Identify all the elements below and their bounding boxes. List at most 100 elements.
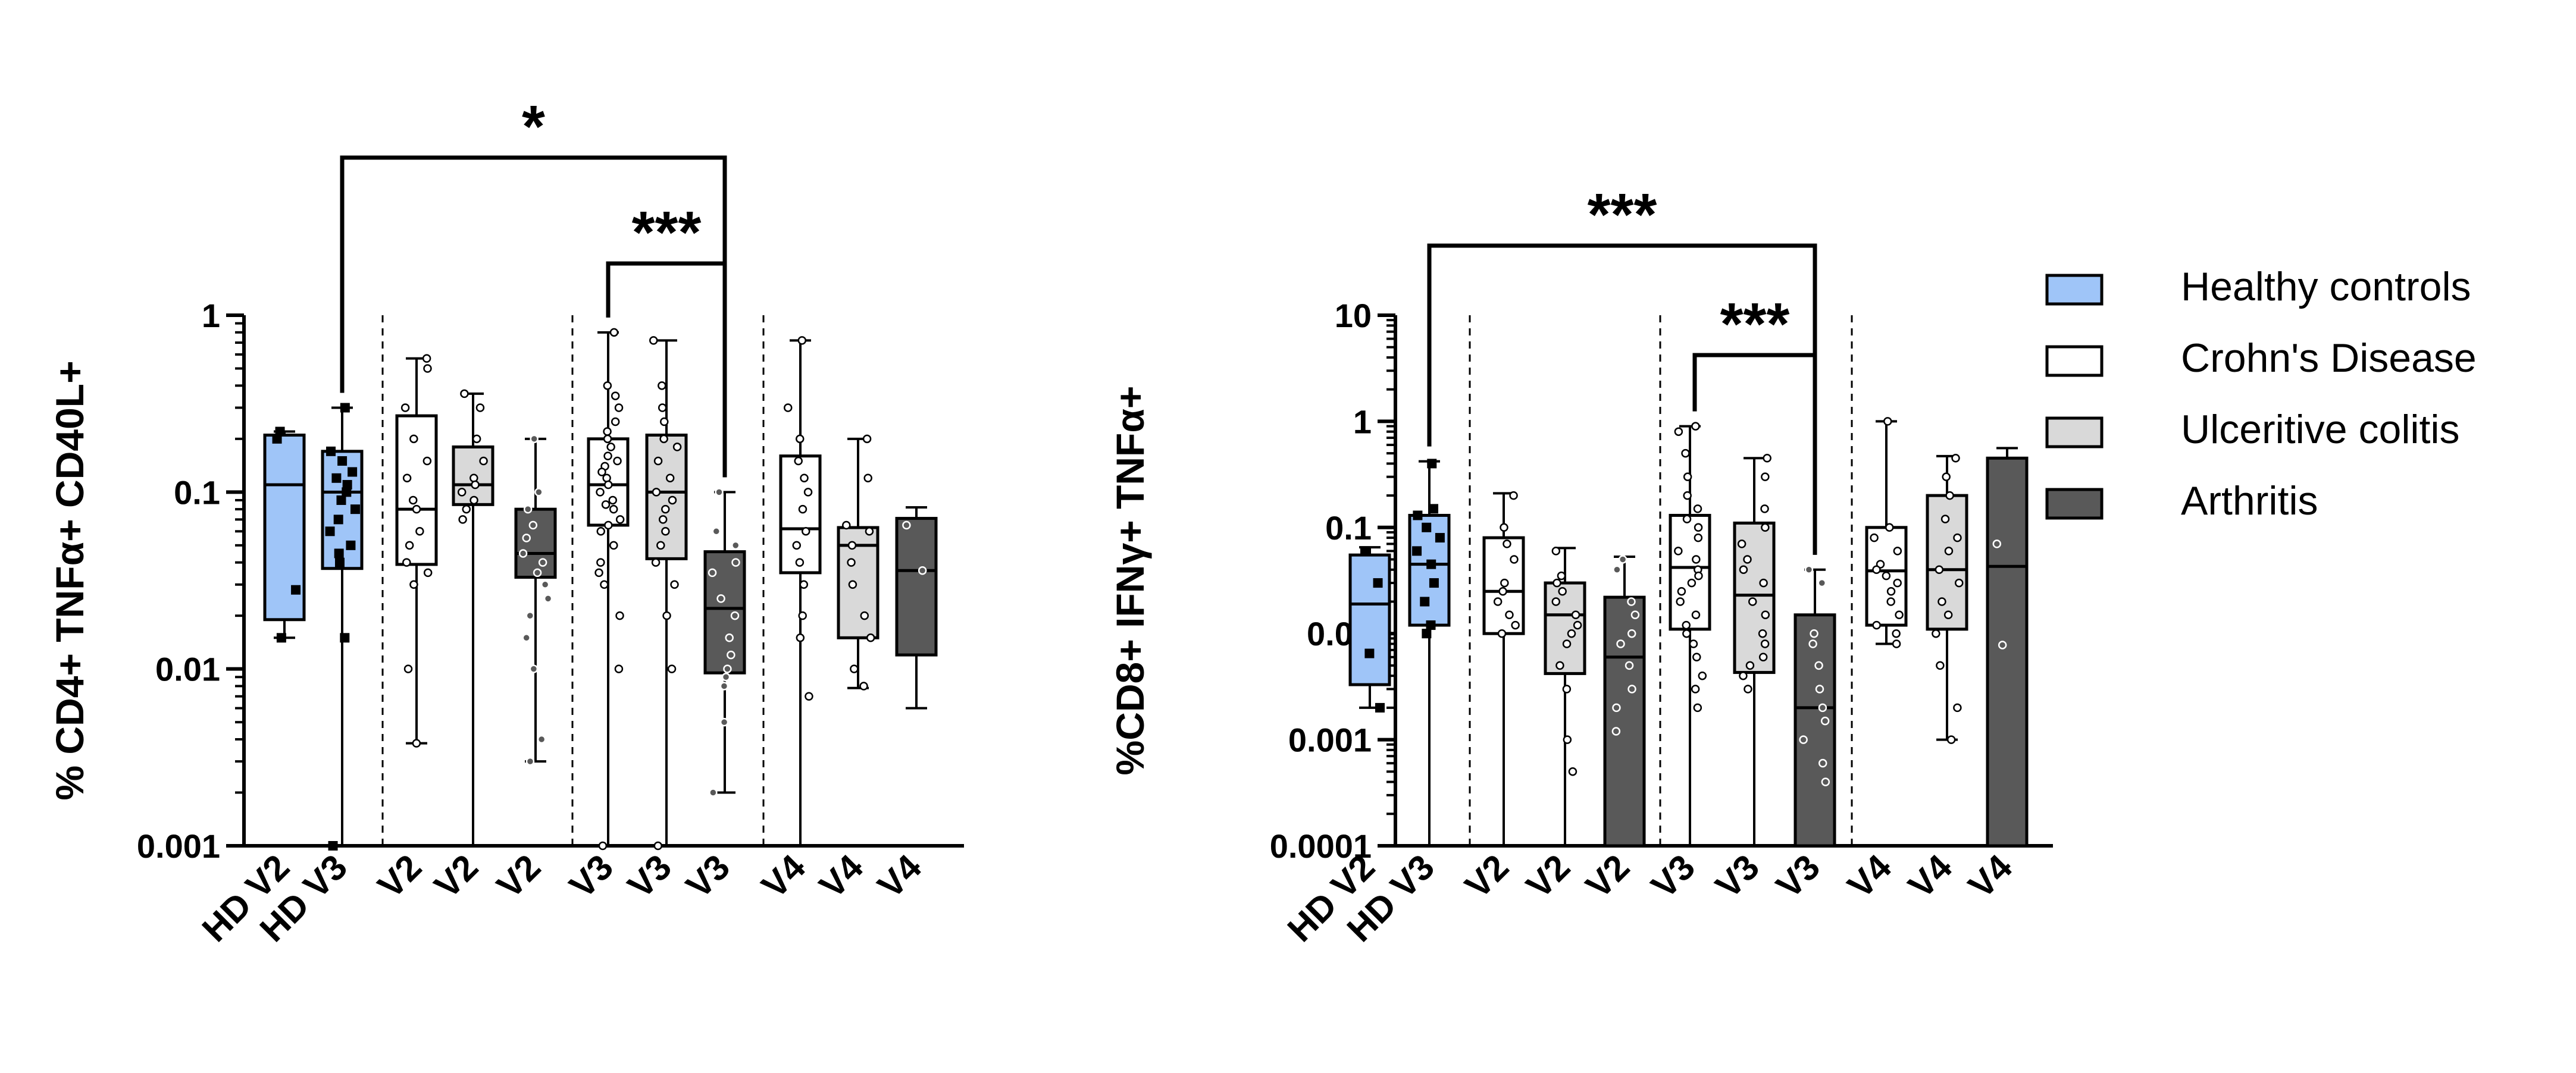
data-point xyxy=(611,391,620,400)
box-rect xyxy=(779,454,822,575)
data-point xyxy=(1761,610,1770,620)
data-point xyxy=(1883,417,1892,426)
data-point xyxy=(1936,661,1945,670)
data-point xyxy=(719,682,729,691)
data-point xyxy=(342,487,352,497)
data-point xyxy=(275,426,285,437)
data-point xyxy=(614,403,624,412)
x-tick-label: V4 xyxy=(812,846,871,906)
data-point xyxy=(1364,648,1375,658)
data-point xyxy=(709,788,718,797)
data-point xyxy=(606,443,615,451)
y-axis-title: %CD8+ IFNγ+ TNFα+ xyxy=(1108,386,1152,776)
data-point xyxy=(528,520,538,530)
data-point xyxy=(409,580,418,589)
data-point xyxy=(715,488,724,497)
data-point xyxy=(1882,571,1891,581)
data-point xyxy=(1682,620,1691,630)
x-tick-label: V3 xyxy=(1769,847,1827,906)
x-tick-label: V4 xyxy=(754,846,813,906)
data-point xyxy=(403,664,413,673)
data-point xyxy=(1510,555,1519,564)
data-point xyxy=(415,527,424,536)
data-point xyxy=(1698,671,1707,680)
y-tick-label: 1 xyxy=(1353,403,1372,440)
data-point xyxy=(409,434,418,444)
data-point xyxy=(1497,629,1507,638)
x-tick-label: V2 xyxy=(489,847,548,906)
data-point xyxy=(460,389,469,399)
data-point xyxy=(798,504,807,514)
x-tick-label: V2 xyxy=(427,847,486,906)
box-8: V4 xyxy=(1840,417,1908,906)
data-point xyxy=(340,633,350,643)
data-point xyxy=(798,611,807,620)
data-point xyxy=(1625,661,1634,670)
data-point xyxy=(1893,547,1902,556)
legend-swatch xyxy=(2045,416,2104,448)
data-point xyxy=(797,336,807,345)
box-6: V3 xyxy=(620,336,688,906)
data-point xyxy=(803,488,813,497)
data-point xyxy=(522,633,531,642)
data-point xyxy=(847,541,857,550)
data-point xyxy=(408,495,418,505)
data-point xyxy=(1953,533,1962,542)
significance-bracket: *** xyxy=(1692,291,1817,555)
data-point xyxy=(603,434,612,444)
data-point xyxy=(1413,510,1423,520)
data-point xyxy=(731,541,740,550)
data-point xyxy=(1557,571,1566,581)
box-rect xyxy=(645,434,688,560)
data-point xyxy=(652,488,661,497)
data-point xyxy=(1674,427,1683,436)
data-point xyxy=(1627,629,1636,638)
data-point xyxy=(615,515,625,524)
data-point xyxy=(1761,472,1770,481)
data-point xyxy=(597,468,606,476)
data-point xyxy=(333,514,343,525)
data-point xyxy=(1613,565,1622,575)
x-tick-label: V4 xyxy=(1840,846,1899,906)
data-point xyxy=(276,633,286,643)
data-point xyxy=(540,580,550,589)
data-point xyxy=(1568,767,1577,776)
data-point xyxy=(1429,504,1439,514)
data-point xyxy=(328,841,338,851)
x-tick-label: V4 xyxy=(1901,846,1960,906)
box-4: V2 xyxy=(489,434,557,906)
data-point xyxy=(1946,735,1956,744)
data-point xyxy=(1630,610,1640,620)
data-point xyxy=(1618,555,1627,564)
data-point xyxy=(1808,639,1817,648)
data-point xyxy=(1551,547,1561,556)
legend-swatch xyxy=(2045,345,2104,377)
x-tick-label: V2 xyxy=(1457,847,1516,906)
data-point xyxy=(1503,539,1511,548)
significance-label: *** xyxy=(1588,181,1657,248)
data-point xyxy=(842,520,851,530)
data-point xyxy=(1758,629,1767,638)
data-point xyxy=(1687,578,1697,588)
data-point xyxy=(1892,629,1901,638)
box-rect xyxy=(1669,513,1711,631)
data-point xyxy=(1563,735,1572,744)
data-point xyxy=(719,717,729,727)
data-point xyxy=(402,473,412,483)
box-rect xyxy=(1794,613,1836,848)
data-point xyxy=(479,456,488,466)
data-point xyxy=(862,434,872,444)
significance-label: *** xyxy=(1720,291,1790,357)
data-point xyxy=(866,633,875,642)
data-point xyxy=(613,456,622,466)
data-point xyxy=(668,495,677,505)
data-point xyxy=(1551,597,1561,606)
data-point xyxy=(1375,702,1385,713)
data-point xyxy=(1571,610,1580,620)
data-point xyxy=(1676,597,1685,606)
data-point xyxy=(350,504,360,514)
data-point xyxy=(1360,546,1370,556)
data-point xyxy=(1748,597,1757,606)
data-point xyxy=(1691,685,1700,694)
data-point xyxy=(603,381,612,390)
